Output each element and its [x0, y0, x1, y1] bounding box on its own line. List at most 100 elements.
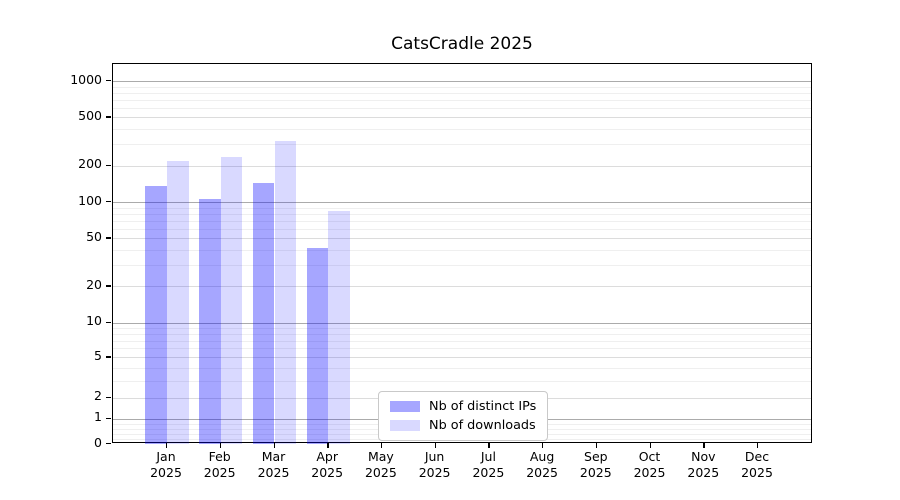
- y-axis-tick-label: 20: [86, 276, 102, 292]
- gridline-minor: [113, 220, 811, 222]
- y-axis-tick: [106, 201, 111, 203]
- x-axis-tick-label: Oct 2025: [622, 449, 678, 480]
- gridline-minor: [113, 107, 811, 109]
- gridline-minor: [113, 213, 811, 215]
- gridline-major: [113, 357, 811, 359]
- gridline-major: [113, 238, 811, 240]
- bar-distinct-ips: [252, 182, 275, 444]
- legend-label: Nb of distinct IPs: [429, 399, 537, 414]
- x-axis-tick: [166, 443, 168, 448]
- gridline-major: [113, 202, 811, 203]
- bar-downloads: [167, 160, 189, 444]
- bar-distinct-ips: [306, 247, 329, 444]
- gridline-minor: [113, 333, 811, 335]
- legend-swatch: [390, 420, 420, 431]
- y-axis-tick: [106, 356, 111, 358]
- y-axis-tick: [106, 321, 111, 323]
- gridline-minor: [113, 381, 811, 383]
- gridline-minor: [113, 250, 811, 252]
- plot-area: [112, 63, 812, 444]
- y-axis-tick: [106, 80, 111, 82]
- x-axis-tick-year: 2025: [203, 464, 236, 480]
- legend-row: Nb of downloads: [390, 416, 536, 435]
- y-axis-tick: [106, 237, 111, 239]
- legend-swatch: [390, 401, 420, 412]
- gridline-minor: [113, 86, 811, 88]
- x-axis-tick-year: 2025: [633, 464, 666, 480]
- y-axis-tick: [106, 417, 111, 420]
- y-axis-tick-label: 5: [94, 347, 102, 363]
- x-axis-tick-label: Jun 2025: [407, 449, 463, 480]
- x-axis-tick-year: 2025: [364, 464, 397, 480]
- x-axis-tick-year: 2025: [311, 464, 344, 480]
- gridline-minor: [113, 348, 811, 350]
- gridline-minor: [113, 207, 811, 209]
- x-axis-tick-year: 2025: [687, 464, 720, 480]
- x-axis-tick-label: Feb 2025: [192, 449, 248, 480]
- bar-downloads: [328, 210, 350, 444]
- gridline-major: [113, 81, 811, 82]
- gridline-minor: [113, 265, 811, 267]
- gridline-minor: [113, 99, 811, 101]
- legend-label: Nb of downloads: [429, 418, 536, 433]
- x-axis-tick-label: Aug 2025: [514, 449, 570, 480]
- x-axis-tick-year: 2025: [150, 464, 182, 480]
- legend: Nb of distinct IPs Nb of downloads: [378, 391, 549, 441]
- x-axis-tick-year: 2025: [418, 464, 451, 480]
- y-axis-tick-label: 10: [86, 313, 102, 328]
- y-axis-tick-label: 0: [94, 434, 102, 450]
- x-axis-tick-label: May 2025: [353, 449, 409, 480]
- x-axis-tick: [595, 443, 598, 448]
- y-axis-tick-label: 50: [86, 228, 102, 244]
- y-axis-tick: [106, 164, 111, 166]
- x-axis-tick-year: 2025: [579, 464, 612, 480]
- y-axis-tick-label: 1000: [70, 71, 102, 87]
- y-axis-tick-label: 100: [78, 192, 102, 208]
- gridline-major: [113, 286, 811, 288]
- x-axis-tick: [219, 443, 222, 448]
- y-axis-tick: [106, 285, 111, 287]
- gridline-minor: [113, 129, 811, 131]
- x-axis-tick: [757, 443, 759, 448]
- x-axis-tick-label: Jul 2025: [460, 449, 516, 480]
- x-axis-tick-label: Nov 2025: [675, 449, 731, 480]
- gridline-minor: [113, 92, 811, 94]
- legend-row: Nb of distinct IPs: [390, 397, 536, 416]
- y-axis-tick: [106, 396, 111, 399]
- x-axis-tick: [703, 443, 705, 448]
- y-axis-tick-label: 500: [78, 107, 102, 123]
- gridline-minor: [113, 144, 811, 146]
- x-axis-tick-label: Dec 2025: [729, 449, 785, 480]
- gridline-minor: [113, 228, 811, 230]
- bar-downloads: [274, 140, 297, 444]
- x-axis-tick: [327, 443, 329, 448]
- y-axis-tick-label: 2: [94, 388, 102, 404]
- x-axis-tick-year: 2025: [741, 464, 773, 480]
- gridline-minor: [113, 327, 811, 329]
- bar-distinct-ips: [145, 186, 167, 444]
- x-axis-tick: [488, 443, 490, 448]
- y-axis-tick-label: 1: [94, 409, 102, 425]
- x-axis-tick: [434, 443, 436, 448]
- x-axis-tick-label: Mar 2025: [246, 449, 302, 480]
- gridline-major: [113, 117, 811, 119]
- x-axis-tick-label: Apr 2025: [299, 449, 355, 480]
- x-axis-tick-label: Sep 2025: [568, 449, 624, 480]
- x-axis-tick: [380, 443, 383, 448]
- x-axis-tick-year: 2025: [526, 464, 558, 480]
- x-axis-tick: [273, 443, 275, 448]
- gridline-minor: [113, 368, 811, 370]
- x-axis-tick-year: 2025: [472, 464, 505, 480]
- y-axis-tick: [106, 116, 111, 118]
- chart-title: CatsCradle 2025: [391, 34, 533, 54]
- x-axis-tick: [649, 443, 651, 448]
- x-axis-tick-label: Jan 2025: [138, 449, 194, 480]
- x-axis-tick-year: 2025: [257, 464, 290, 480]
- bar-distinct-ips: [199, 199, 221, 444]
- gridline-minor: [113, 340, 811, 342]
- y-axis-tick: [106, 443, 111, 445]
- gridline-major: [113, 322, 811, 324]
- x-axis-tick: [542, 443, 544, 448]
- y-axis-tick-label: 200: [78, 156, 102, 172]
- gridline-major: [113, 165, 811, 167]
